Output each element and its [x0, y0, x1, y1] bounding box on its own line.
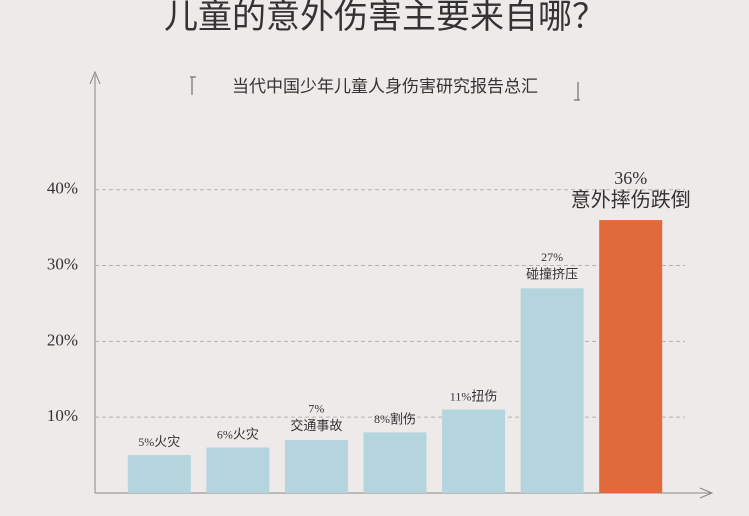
bar [442, 409, 506, 493]
bar [127, 455, 191, 493]
category-label: 扭伤 [471, 389, 497, 404]
y-tick-label: 10% [47, 406, 78, 425]
value-label: 11% [450, 389, 472, 403]
category-label: 火灾 [154, 434, 180, 449]
axes [89, 70, 714, 499]
bar [206, 447, 270, 493]
value-label: 8% [374, 412, 390, 426]
category-label: 意外摔伤跌倒 [571, 189, 691, 212]
category-label: 割伤 [390, 411, 416, 426]
subtitle-bracket [190, 76, 580, 101]
value-label: 6% [217, 427, 233, 441]
value-label: 7% [308, 402, 324, 416]
value-label: 36% [614, 168, 647, 188]
bar [363, 432, 427, 493]
bar [599, 220, 663, 493]
category-label: 火灾 [233, 426, 259, 441]
value-label: 5% [138, 435, 154, 449]
bar [520, 288, 584, 493]
y-tick-label: 30% [47, 254, 78, 273]
chart-subtitle: 当代中国少年儿童人身伤害研究报告总汇 [232, 77, 538, 96]
y-tick-label: 20% [47, 330, 78, 349]
chart-title: 儿童的意外伤害主要来自哪？ [164, 0, 606, 36]
category-label: 交通事故 [290, 418, 342, 433]
bar [284, 439, 348, 493]
y-tick-label: 40% [47, 179, 78, 198]
value-label: 27% [541, 250, 563, 264]
category-label: 碰撞挤压 [526, 266, 578, 281]
